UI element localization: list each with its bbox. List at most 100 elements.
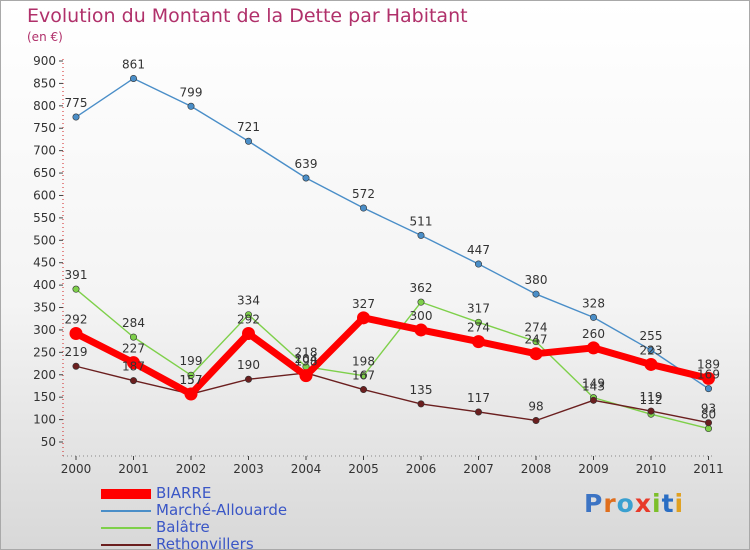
x-tick-label: 2010 [636,462,667,476]
data-point [532,338,540,346]
data-label: 721 [237,120,260,134]
data-label: 292 [237,313,260,327]
data-point [417,298,425,306]
data-label: 260 [582,327,605,341]
data-label: 639 [295,157,318,171]
data-point [184,387,198,401]
y-tick-label: 850 [33,76,56,90]
data-point [72,362,80,370]
data-point [702,371,715,385]
data-point [127,356,140,370]
data-label: 328 [582,296,605,310]
data-point [130,74,138,82]
data-point [187,102,195,110]
y-tick-label: 600 [33,188,56,202]
data-label: 189 [697,357,720,371]
x-tick-label: 2001 [118,462,149,476]
data-label: 447 [467,243,490,257]
data-label: 199 [180,354,203,368]
y-tick-label: 50 [41,435,56,449]
data-point [532,290,540,298]
data-label: 511 [410,214,433,228]
series-line-1 [75,77,710,390]
legend-swatch [101,489,151,499]
legend-swatch [101,510,151,512]
data-label: 167 [352,369,375,383]
data-point [474,318,482,326]
data-point [474,408,482,416]
data-label: 219 [65,345,88,359]
data-label: 775 [65,96,88,110]
data-label: 572 [352,187,375,201]
logo-letter: t [661,489,675,518]
y-tick-label: 400 [33,278,56,292]
data-point [472,335,485,349]
data-label: 135 [410,383,433,397]
data-label: 317 [467,301,490,315]
data-label: 274 [467,321,490,335]
data-point [69,327,83,341]
x-tick-label: 2009 [578,462,609,476]
data-point [704,425,712,433]
legend-label: Marché-Allouarde [156,501,288,519]
data-point [647,407,655,415]
y-tick-label: 450 [33,256,56,270]
y-tick-label: 900 [33,54,56,68]
data-label: 362 [410,281,433,295]
data-point [589,313,597,321]
y-tick-label: 650 [33,166,56,180]
data-point [245,311,253,319]
data-label: 255 [640,329,663,343]
data-point [130,333,138,341]
data-label: 247 [525,333,548,347]
y-tick-label: 500 [33,233,56,247]
data-point [359,204,367,212]
logo-letter: x [634,489,652,518]
data-point [187,371,195,379]
y-tick-label: 300 [33,323,56,337]
data-point [704,419,712,427]
data-label: 198 [352,355,375,369]
legend-swatch [101,544,151,546]
x-tick-label: 2003 [233,462,264,476]
data-point [299,369,313,383]
x-tick-label: 2007 [463,462,494,476]
data-label: 112 [640,393,663,407]
legend-swatch [101,527,151,529]
chart-subtitle: (en €) [27,30,63,44]
data-label: 391 [65,268,88,282]
data-point [130,377,138,385]
data-point [242,327,255,341]
data-point [474,260,482,268]
data-point [72,285,80,293]
logo-letter: i [674,489,685,518]
data-label: 300 [410,309,433,323]
logo-letter: P [584,489,604,518]
data-point [72,113,80,121]
legend-label: BIARRE [156,484,212,502]
data-point [587,341,600,355]
y-tick-label: 150 [33,390,56,404]
x-tick-label: 2004 [291,462,322,476]
data-point [245,137,253,145]
data-label: 149 [582,377,605,391]
data-point [245,375,253,383]
series-line-0 [72,314,712,398]
data-label: 227 [122,342,145,356]
data-label: 143 [582,379,605,393]
y-tick-label: 750 [33,121,56,135]
data-label: 198 [295,355,318,369]
data-point [704,385,712,393]
data-label: 274 [525,321,548,335]
legend-label: Balâtre [156,518,210,536]
data-label: 80 [701,408,716,422]
data-label: 98 [528,399,543,413]
data-label: 119 [640,390,663,404]
x-tick-label: 2002 [176,462,207,476]
y-tick-label: 250 [33,345,56,359]
data-point [647,346,655,354]
data-label: 157 [180,373,203,387]
y-tick-label: 550 [33,211,56,225]
